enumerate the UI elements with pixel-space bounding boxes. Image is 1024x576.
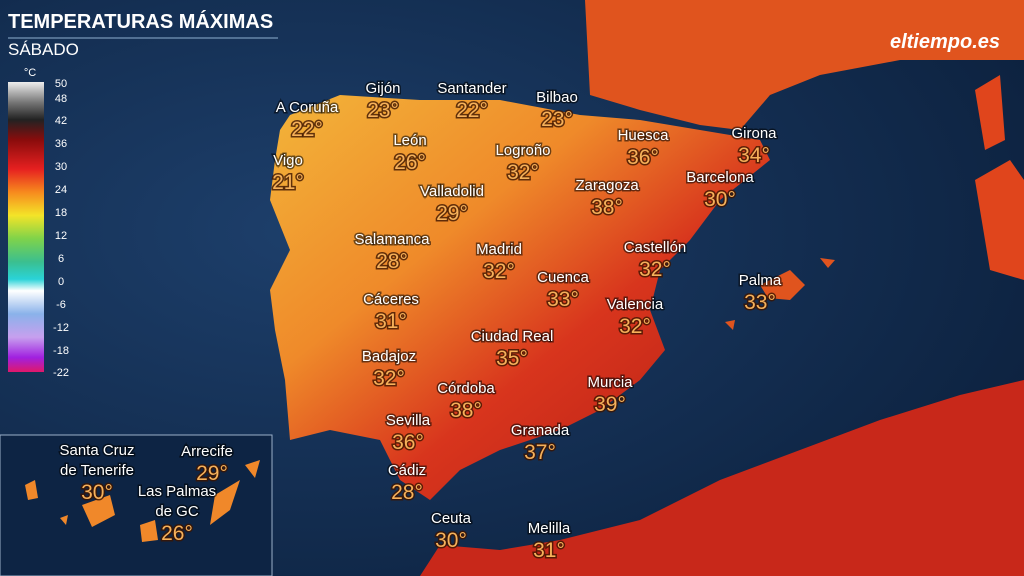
city-temp: 36° <box>627 146 659 169</box>
city-temp: 23° <box>541 108 573 131</box>
city-name: Vigo <box>273 152 303 169</box>
city-name: Bilbao <box>536 89 578 106</box>
balearics <box>725 258 835 330</box>
city-name: Granada <box>511 422 570 439</box>
legend-label: -22 <box>53 367 69 379</box>
city-name: Huesca <box>618 127 670 144</box>
city-name: Cáceres <box>363 291 419 308</box>
legend-label: 42 <box>55 115 67 127</box>
city-temp: 33° <box>744 291 776 314</box>
city-temp: 31° <box>533 539 565 562</box>
city-temp: 22° <box>456 99 488 122</box>
city-name: Zaragoza <box>575 177 639 194</box>
city-temp: 37° <box>524 441 556 464</box>
city-name: Cuenca <box>537 269 589 286</box>
city-temp: 38° <box>450 399 482 422</box>
island-temp: 29° <box>196 462 228 485</box>
city-name: León <box>393 132 426 149</box>
city-temp: 36° <box>392 431 424 454</box>
city-name: Barcelona <box>686 169 754 186</box>
africa <box>420 380 1024 576</box>
legend-label: 0 <box>58 276 64 288</box>
legend-label: 50 <box>55 78 67 90</box>
legend-label: -18 <box>53 345 69 357</box>
legend-label: -12 <box>53 322 69 334</box>
island-temp: 26° <box>161 522 193 545</box>
legend-label: 36 <box>55 138 67 150</box>
island-name: Las Palmas <box>138 483 216 500</box>
city-temp: 39° <box>594 393 626 416</box>
city-temp: 23° <box>367 99 399 122</box>
island-name: Arrecife <box>181 443 233 460</box>
city-temp: 21° <box>272 171 304 194</box>
france <box>585 0 1024 130</box>
legend-label: 30 <box>55 161 67 173</box>
city-name: Sevilla <box>386 412 431 429</box>
city-temp: 32° <box>483 260 515 283</box>
labels: 50 48 42 36 30 24 18 12 6 0 -6 -12 -18 -22 A Coruña 22°… <box>53 78 783 564</box>
city-name: Melilla <box>528 520 571 537</box>
city-temp: 32° <box>507 161 539 184</box>
island-name: Santa Cruz <box>59 442 134 459</box>
legend-unit: °C <box>24 67 36 79</box>
city-name: Ciudad Real <box>471 328 554 345</box>
city-temp: 28° <box>376 250 408 273</box>
city-name: Gijón <box>365 80 400 97</box>
city-name: Badajoz <box>362 348 416 365</box>
city-temp: 22° <box>291 118 323 141</box>
city-name: Murcia <box>587 374 633 391</box>
city-temp: 32° <box>639 258 671 281</box>
island-temp: 30° <box>81 481 113 504</box>
sardinia-corsica <box>975 75 1024 280</box>
subtitle: SÁBADO <box>8 40 79 59</box>
island-name: de GC <box>155 503 199 520</box>
city-name: Córdoba <box>437 380 495 397</box>
legend-label: 48 <box>55 93 67 105</box>
logo: eltiempo.es <box>890 31 1000 53</box>
city-temp: 26° <box>394 151 426 174</box>
city-name: Cádiz <box>388 462 426 479</box>
island-name: de Tenerife <box>60 462 134 479</box>
city-temp: 32° <box>619 315 651 338</box>
legend-scale <box>8 82 44 372</box>
city-temp: 34° <box>738 144 770 167</box>
city-name: A Coruña <box>276 99 339 116</box>
legend-label: -6 <box>56 299 66 311</box>
city-name: Valencia <box>607 296 664 313</box>
legend-label: 12 <box>55 230 67 242</box>
city-name: Salamanca <box>354 231 430 248</box>
city-temp: 28° <box>391 481 423 504</box>
city-temp: 32° <box>373 367 405 390</box>
city-name: Santander <box>437 80 506 97</box>
city-name: Palma <box>739 272 782 289</box>
canary-islands <box>25 460 260 542</box>
city-temp: 30° <box>435 529 467 552</box>
legend-label: 24 <box>55 184 67 196</box>
city-name: Madrid <box>476 241 522 258</box>
iberia <box>270 95 770 500</box>
legend-label: 18 <box>55 207 67 219</box>
city-name: Girona <box>731 125 777 142</box>
city-temp: 31° <box>375 310 407 333</box>
city-temp: 38° <box>591 196 623 219</box>
city-temp: 33° <box>547 288 579 311</box>
city-temp: 30° <box>704 188 736 211</box>
city-name: Ceuta <box>431 510 472 527</box>
city-name: Castellón <box>624 239 687 256</box>
city-name: Logroño <box>495 142 550 159</box>
city-temp: 29° <box>436 202 468 225</box>
title: TEMPERATURAS MÁXIMAS <box>8 10 273 33</box>
legend-label: 6 <box>58 253 64 265</box>
city-name: Valladolid <box>420 183 484 200</box>
city-temp: 35° <box>496 347 528 370</box>
